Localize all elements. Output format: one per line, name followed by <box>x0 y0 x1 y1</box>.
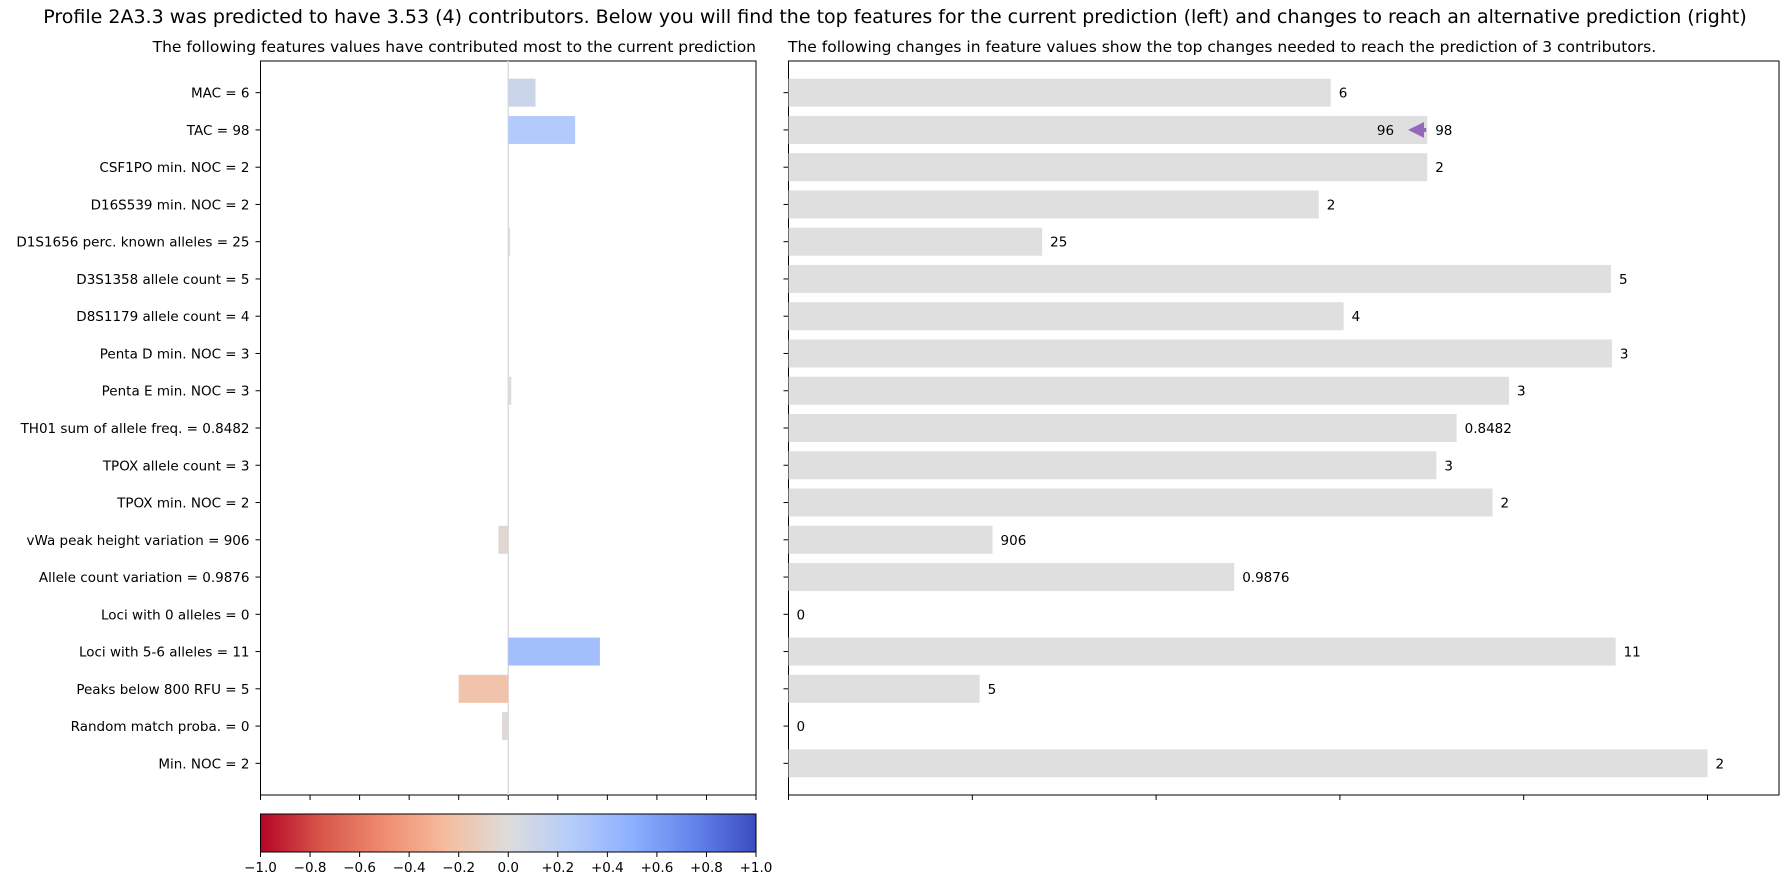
value-bar <box>788 525 993 554</box>
feature-label: TAC = 98 <box>186 123 250 139</box>
chart-title: Profile 2A3.3 was predicted to have 3.53… <box>43 6 1747 28</box>
feature-label: Peaks below 800 RFU = 5 <box>76 682 249 698</box>
value-bar <box>788 563 1235 592</box>
value-label: 25 <box>1050 235 1067 251</box>
value-bar <box>788 376 1509 405</box>
value-label: 906 <box>1001 533 1027 549</box>
value-bar <box>788 749 1708 778</box>
colorbar-tick-label: +0.4 <box>591 860 624 876</box>
value-bar <box>788 190 1319 219</box>
feature-label: Penta E min. NOC = 3 <box>102 384 250 400</box>
colorbar-tick-label: −0.8 <box>294 860 327 876</box>
value-label: 5 <box>1619 272 1628 288</box>
value-label: 11 <box>1624 645 1641 661</box>
contribution-bar <box>508 115 576 144</box>
contribution-bar <box>508 637 600 666</box>
value-label: 5 <box>988 682 997 698</box>
value-bar <box>788 637 1616 666</box>
colorbar-tick-label: 0.0 <box>498 860 519 876</box>
feature-label: Allele count variation = 0.9876 <box>39 570 250 586</box>
feature-label: D3S1358 allele count = 5 <box>76 272 249 288</box>
contribution-bar <box>498 525 509 554</box>
contribution-bar <box>508 78 536 107</box>
feature-label: TPOX min. NOC = 2 <box>116 496 249 512</box>
value-label: 2 <box>1435 160 1444 176</box>
value-label: 2 <box>1716 756 1725 772</box>
colorbar-tick-label: −0.2 <box>442 860 475 876</box>
value-label: 98 <box>1435 123 1452 139</box>
value-bar <box>788 451 1437 480</box>
feature-label: vWa peak height variation = 906 <box>27 533 250 549</box>
value-bar <box>788 78 1331 107</box>
contribution-bar <box>458 674 509 703</box>
colorbar-tick-label: +0.2 <box>541 860 574 876</box>
feature-label: Loci with 5-6 alleles = 11 <box>79 645 250 661</box>
colorbar: −1.0 −0.8 −0.6 −0.4 −0.2 0.0 +0.2 +0.4 +0.6 +0.8 +… <box>244 813 773 876</box>
value-label: 0 <box>797 719 806 735</box>
feature-label: Random match proba. = 0 <box>71 719 250 735</box>
feature-label: TH01 sum of allele freq. = 0.8482 <box>20 421 250 437</box>
colorbar-tick-label: +1.0 <box>740 860 773 876</box>
left-chart-subtitle: The following features values have contr… <box>152 38 756 56</box>
value-label: 0.8482 <box>1465 421 1512 437</box>
value-bar <box>788 115 1428 144</box>
contribution-bar <box>508 376 512 405</box>
feature-label: CSF1PO min. NOC = 2 <box>99 160 249 176</box>
value-bar <box>788 488 1493 517</box>
feature-label: TPOX allele count = 3 <box>102 458 250 474</box>
change-target-label: 96 <box>1377 123 1394 139</box>
colorbar-tick-label: +0.8 <box>690 860 723 876</box>
value-label: 0.9876 <box>1242 570 1289 586</box>
right-chart-subtitle: The following changes in feature values … <box>788 38 1657 56</box>
value-bar <box>788 414 1457 442</box>
value-bar <box>788 264 1612 293</box>
value-bar <box>788 227 1043 256</box>
feature-label: D1S1656 perc. known alleles = 25 <box>16 235 249 251</box>
feature-label: D8S1179 allele count = 4 <box>76 309 249 325</box>
colorbar-gradient <box>260 813 757 853</box>
feature-label: MAC = 6 <box>191 86 250 102</box>
value-label: 3 <box>1444 458 1453 474</box>
feature-label: Loci with 0 alleles = 0 <box>101 607 249 623</box>
value-label: 0 <box>797 607 806 623</box>
feature-label: D16S539 min. NOC = 2 <box>91 197 250 213</box>
colorbar-tick-label: +0.6 <box>641 860 674 876</box>
colorbar-tick-label: −0.4 <box>393 860 426 876</box>
contribution-bar <box>502 712 509 741</box>
value-bar <box>788 339 1612 368</box>
value-label: 6 <box>1339 86 1348 102</box>
value-label: 3 <box>1517 384 1526 400</box>
feature-label: Penta D min. NOC = 3 <box>100 346 250 362</box>
value-label: 2 <box>1500 496 1509 512</box>
value-bar <box>788 674 980 703</box>
colorbar-tick-label: −1.0 <box>244 860 277 876</box>
contribution-bar <box>508 227 511 256</box>
value-label: 3 <box>1620 346 1629 362</box>
feature-label: Min. NOC = 2 <box>158 756 249 772</box>
right-chart: 6 98 2 2 25 5 4 3 3 0.8482 3 2 906 0.9876 0 11 5 0 2 96 <box>783 60 1780 800</box>
left-chart: MAC = 6 TAC = 98 CSF1PO min. NOC = 2 D16S53… <box>16 60 757 800</box>
value-label: 4 <box>1352 309 1361 325</box>
value-label: 2 <box>1327 197 1336 213</box>
value-bar <box>788 153 1428 182</box>
colorbar-tick-label: −0.6 <box>343 860 376 876</box>
value-bar <box>788 302 1344 331</box>
